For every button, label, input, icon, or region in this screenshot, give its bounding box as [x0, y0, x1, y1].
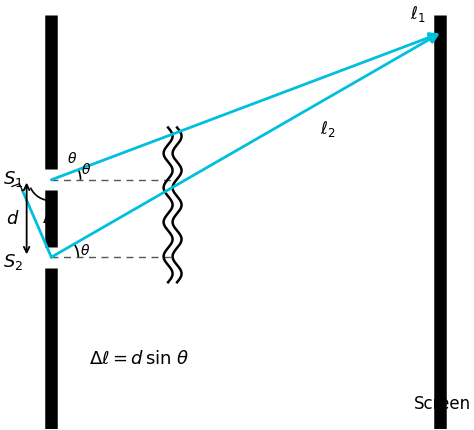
Text: $\Delta\ell = d\,\sin\,\theta$: $\Delta\ell = d\,\sin\,\theta$: [89, 349, 189, 367]
Text: $\theta$: $\theta$: [67, 150, 77, 166]
Text: $\theta$: $\theta$: [80, 243, 90, 258]
Text: $\ell_2$: $\ell_2$: [320, 118, 335, 138]
Text: $d$: $d$: [7, 210, 20, 228]
Text: $\theta$: $\theta$: [82, 162, 91, 177]
Text: $S_1$: $S_1$: [3, 168, 23, 188]
Text: $S_2$: $S_2$: [3, 252, 23, 272]
Text: Screen: Screen: [413, 394, 471, 412]
Text: $\ell_1$: $\ell_1$: [410, 4, 425, 24]
Text: $\Delta\ell$: $\Delta\ell$: [42, 211, 59, 226]
